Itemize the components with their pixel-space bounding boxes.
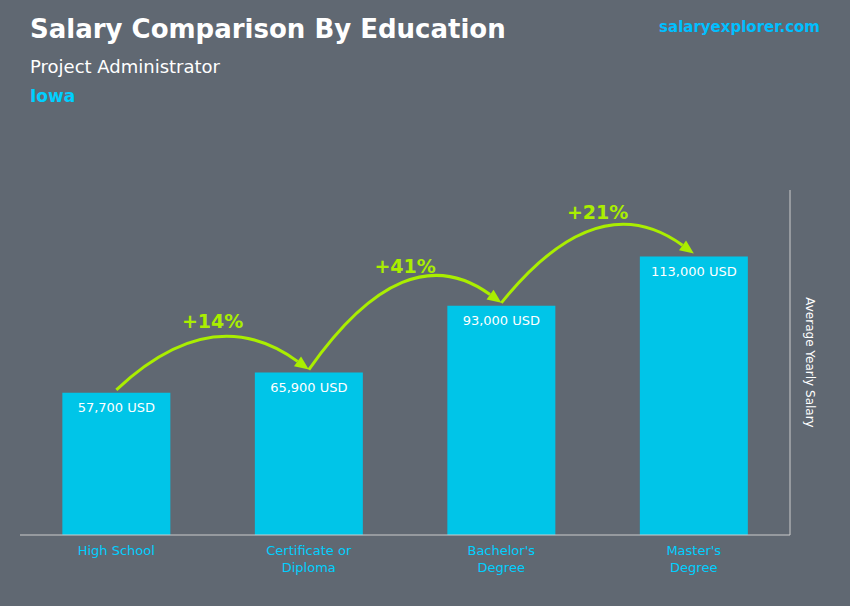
svg-text:93,000 USD: 93,000 USD (463, 313, 540, 328)
svg-text:Bachelor'sDegree: Bachelor'sDegree (467, 543, 535, 575)
svg-text:Certificate orDiploma: Certificate orDiploma (266, 543, 352, 575)
svg-text:High School: High School (78, 543, 155, 558)
svg-text:65,900 USD: 65,900 USD (270, 380, 347, 395)
html-text:Iowa: Iowa (30, 86, 76, 106)
svg-text:+14%: +14% (182, 310, 243, 332)
svg-text:Master'sDegree: Master'sDegree (666, 543, 721, 575)
svg-text:57,700 USD: 57,700 USD (78, 400, 155, 415)
html-text:Salary Comparison By Education: Salary Comparison By Education (30, 14, 506, 44)
html-text:Project Administrator: Project Administrator (30, 56, 220, 77)
svg-text:+21%: +21% (567, 201, 628, 223)
svg-text:+41%: +41% (374, 255, 435, 277)
svg-text:Average Yearly Salary: Average Yearly Salary (803, 297, 817, 427)
svg-text:113,000 USD: 113,000 USD (651, 264, 737, 279)
html-text:salaryexplorer.com: salaryexplorer.com (659, 18, 820, 36)
